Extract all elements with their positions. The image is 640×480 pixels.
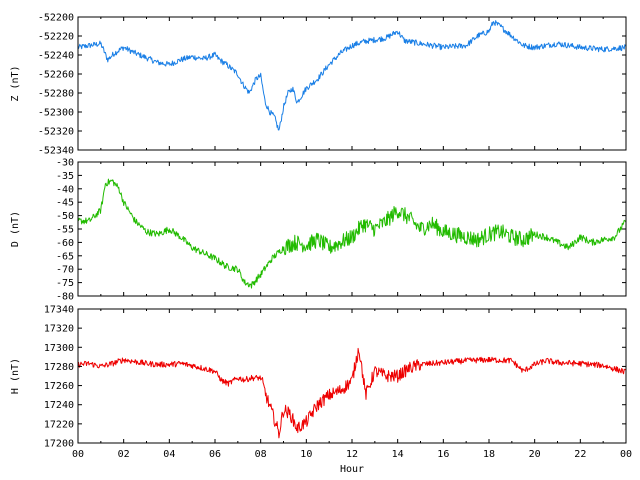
y-tick-label-d: -80 bbox=[56, 292, 74, 303]
x-tick-label: 22 bbox=[574, 449, 586, 460]
y-tick-label-d: -45 bbox=[56, 198, 74, 209]
y-tick-label-h: 17220 bbox=[44, 419, 74, 430]
x-tick-label: 10 bbox=[300, 449, 312, 460]
y-tick-label-z: -52300 bbox=[38, 108, 74, 119]
x-tick-label: 02 bbox=[118, 449, 130, 460]
x-tick-label: 16 bbox=[437, 449, 449, 460]
x-axis-label: Hour bbox=[340, 464, 364, 475]
y-axis-label-h: H (nT) bbox=[10, 358, 21, 394]
y-tick-label-h: 17200 bbox=[44, 439, 74, 450]
x-tick-label: 14 bbox=[392, 449, 404, 460]
x-tick-label: 20 bbox=[529, 449, 541, 460]
plot-frame-z bbox=[77, 16, 627, 151]
y-axis-label-d: D (nT) bbox=[10, 211, 21, 247]
y-tick-label-h: 17280 bbox=[44, 362, 74, 373]
y-tick-label-d: -75 bbox=[56, 278, 74, 289]
y-tick-label-d: -35 bbox=[56, 171, 74, 182]
y-tick-label-z: -52320 bbox=[38, 127, 74, 138]
series-line-d bbox=[77, 178, 627, 289]
y-tick-label-z: -52200 bbox=[38, 13, 74, 24]
series-line-z bbox=[77, 20, 627, 131]
series-line-h bbox=[77, 347, 627, 439]
y-tick-label-d: -65 bbox=[56, 251, 74, 262]
x-tick-label: 18 bbox=[483, 449, 495, 460]
x-tick-label: 06 bbox=[209, 449, 221, 460]
y-axis-label-z: Z (nT) bbox=[10, 65, 21, 101]
y-tick-label-d: -70 bbox=[56, 265, 74, 276]
y-tick-label-d: -50 bbox=[56, 211, 74, 222]
x-tick-label: 08 bbox=[255, 449, 267, 460]
x-tick-label: 04 bbox=[163, 449, 175, 460]
x-tick-label: 00 bbox=[620, 449, 632, 460]
y-tick-label-d: -30 bbox=[56, 158, 74, 169]
y-tick-label-h: 17320 bbox=[44, 324, 74, 335]
y-tick-label-d: -55 bbox=[56, 225, 74, 236]
y-tick-label-z: -52240 bbox=[38, 51, 74, 62]
x-tick-label: 12 bbox=[346, 449, 358, 460]
y-tick-label-h: 17340 bbox=[44, 305, 74, 316]
y-tick-label-h: 17300 bbox=[44, 343, 74, 354]
y-tick-label-z: -52280 bbox=[38, 89, 74, 100]
y-tick-label-h: 17260 bbox=[44, 381, 74, 392]
y-tick-label-z: -52340 bbox=[38, 146, 74, 157]
plot-frame-d bbox=[77, 161, 627, 297]
y-tick-label-d: -60 bbox=[56, 238, 74, 249]
y-tick-label-z: -52220 bbox=[38, 32, 74, 43]
y-tick-label-d: -40 bbox=[56, 184, 74, 195]
y-tick-label-z: -52260 bbox=[38, 70, 74, 81]
y-tick-label-h: 17240 bbox=[44, 400, 74, 411]
x-tick-label: 00 bbox=[72, 449, 84, 460]
